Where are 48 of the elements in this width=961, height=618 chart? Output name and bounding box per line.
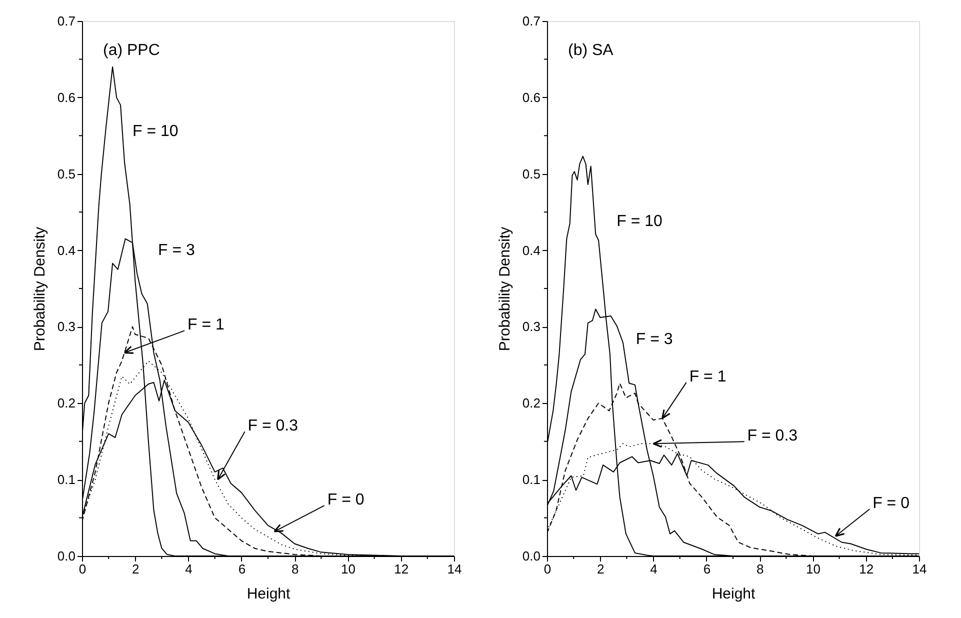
x-axis-title: Height [246, 586, 292, 602]
x-tick-label: 6 [703, 562, 711, 576]
y-tick-label: 0.0 [522, 548, 540, 564]
annotation: F = 3 [158, 242, 196, 260]
y-tick-label: 0.6 [522, 90, 540, 105]
y-tick-label: 0.1 [522, 472, 540, 488]
x-tick-label: 6 [238, 562, 246, 576]
annotation: (b) SA [568, 42, 614, 59]
annotation: F = 0 [872, 495, 910, 512]
annotation: F = 3 [636, 330, 673, 348]
x-axis-title: Height [712, 586, 756, 602]
annotation: (a) PPC [103, 42, 160, 59]
x-tick-label: 12 [859, 562, 874, 576]
y-tick-label: 0.2 [57, 396, 76, 411]
x-tick-label: 10 [340, 562, 356, 576]
x-tick-label: 4 [185, 562, 192, 576]
annotation: F = 10 [616, 213, 663, 230]
annotation: F = 1 [188, 316, 225, 334]
y-tick-label: 0.5 [57, 166, 76, 182]
y-tick-label: 0.7 [522, 14, 540, 28]
x-tick-label: 4 [650, 562, 658, 576]
y-tick-label: 0.3 [522, 319, 540, 334]
annotation: F = 10 [132, 123, 178, 140]
y-tick-label: 0.7 [57, 14, 76, 28]
annotation: F = 0.3 [747, 428, 798, 445]
x-tick-label: 0 [78, 562, 86, 576]
y-tick-label: 0.6 [57, 90, 76, 105]
x-tick-label: 12 [394, 562, 409, 576]
y-tick-label: 0.3 [57, 319, 76, 334]
annotation: F = 1 [689, 368, 726, 386]
x-tick-label: 2 [597, 562, 604, 576]
x-tick-label: 2 [132, 562, 140, 576]
y-tick-label: 0.1 [57, 472, 76, 488]
y-tick-label: 0.0 [57, 548, 76, 564]
x-tick-label: 10 [806, 562, 820, 576]
y-tick-label: 0.2 [522, 396, 540, 411]
y-axis-title: Probability Density [496, 226, 514, 352]
y-axis-title: Probability Density [31, 226, 48, 352]
x-tick-label: 14 [447, 562, 462, 576]
x-tick-label: 8 [291, 562, 299, 576]
x-tick-label: 0 [544, 562, 552, 576]
x-tick-label: 8 [756, 562, 764, 576]
y-tick-label: 0.4 [522, 242, 540, 258]
annotation: F = 0 [327, 492, 364, 509]
y-tick-label: 0.4 [57, 242, 76, 258]
y-tick-label: 0.5 [522, 166, 540, 182]
annotation: F = 0.3 [248, 418, 298, 435]
x-tick-label: 14 [912, 562, 927, 576]
